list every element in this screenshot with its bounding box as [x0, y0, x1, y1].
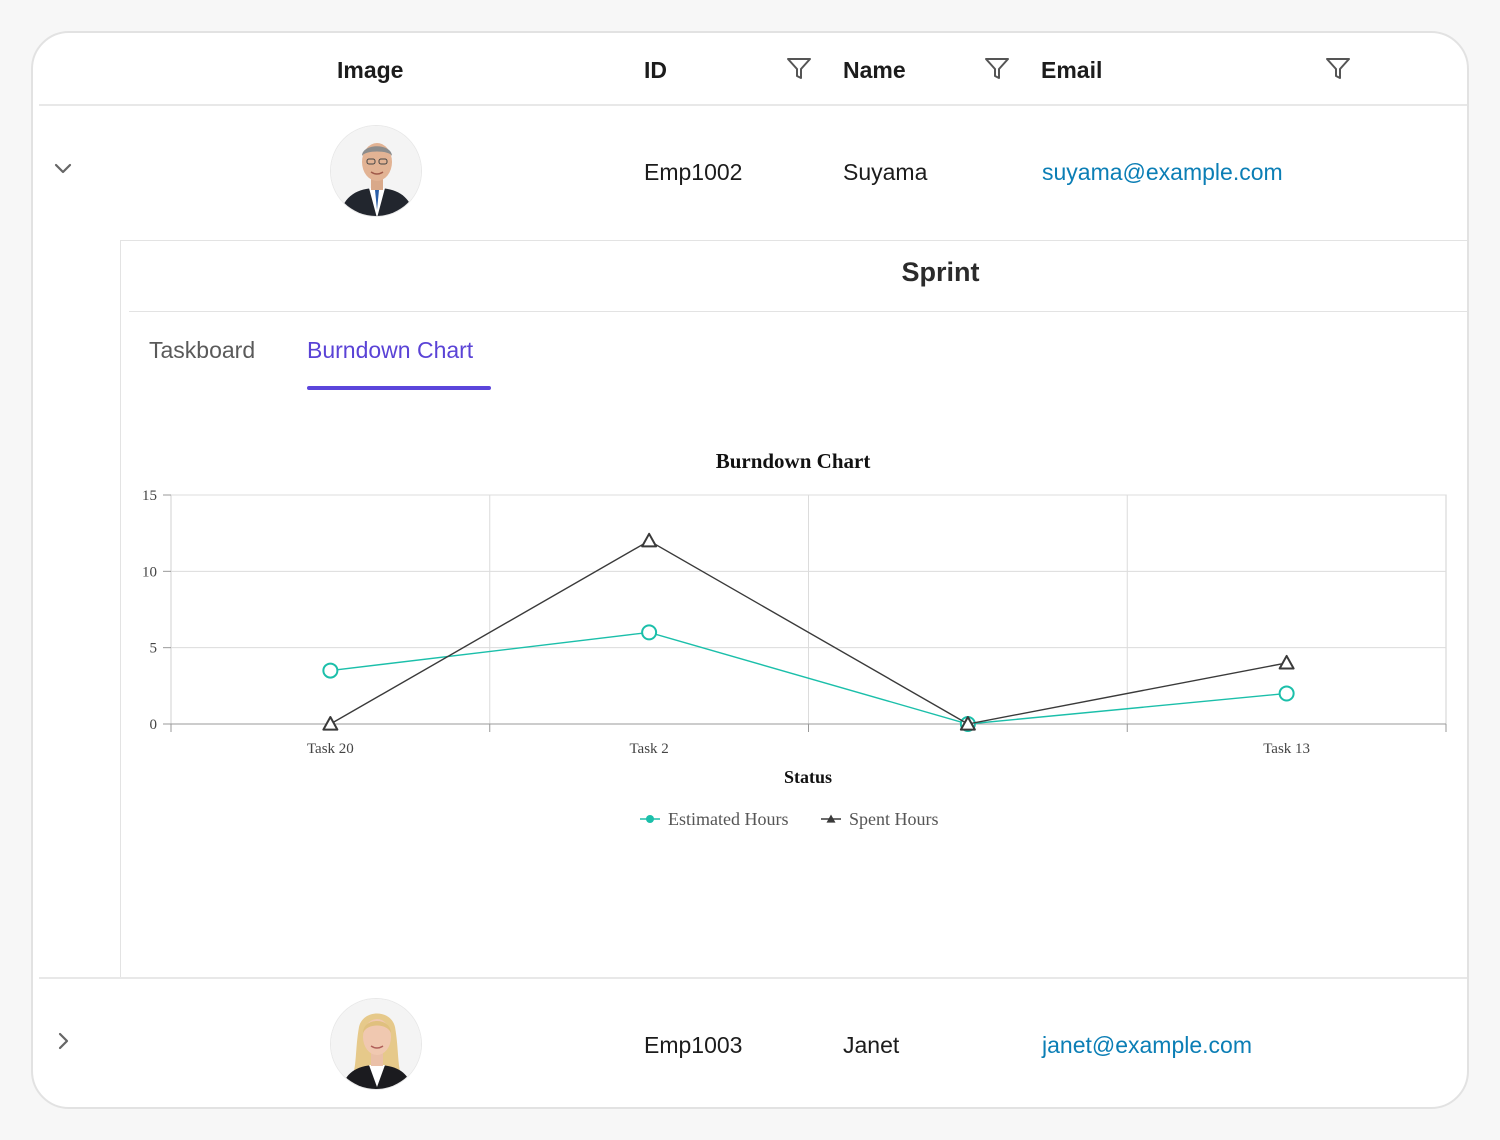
sprint-title: Sprint — [901, 257, 980, 287]
column-header-image[interactable]: Image — [337, 57, 404, 83]
series-line — [330, 631, 1287, 725]
active-tab-indicator — [307, 386, 491, 390]
tab-taskboard[interactable]: Taskboard — [149, 337, 256, 363]
x-tick-label: Task 20 — [307, 741, 354, 757]
burndown-chart: Burndown Chart Status 0 5 10 15 Task 20 Task … — [142, 449, 1447, 829]
data-point — [959, 716, 976, 731]
filter-icon[interactable] — [785, 55, 813, 83]
y-tick-label: 0 — [150, 717, 158, 733]
grid-header: Image ID Name Email — [33, 33, 1467, 106]
x-axis-title: Status — [784, 767, 832, 787]
data-point — [641, 624, 658, 641]
employee-name: Janet — [843, 1032, 900, 1058]
column-header-id[interactable]: ID — [644, 57, 667, 83]
employee-email-link[interactable]: suyama@example.com — [1042, 159, 1283, 185]
filter-icon[interactable] — [1324, 55, 1352, 83]
data-point — [1278, 654, 1295, 670]
employee-id: Emp1002 — [644, 159, 743, 185]
detail-panel: Sprint Taskboard Burndown Chart Burndown… — [120, 240, 1467, 977]
y-tick-label: 15 — [142, 488, 157, 504]
series-line — [330, 539, 1287, 725]
chevron-down-icon[interactable] — [51, 156, 75, 180]
filter-icon[interactable] — [983, 55, 1011, 83]
x-tick-label: Task 13 — [1263, 741, 1310, 757]
data-point — [1278, 685, 1295, 702]
sprint-divider — [129, 311, 1467, 312]
grid-frame: Image ID Name Email — [31, 31, 1469, 1109]
row-divider — [39, 977, 1467, 979]
data-point — [322, 716, 339, 731]
chart-title: Burndown Chart — [716, 449, 871, 473]
column-header-name[interactable]: Name — [843, 57, 906, 83]
y-tick-label: 10 — [142, 564, 157, 580]
employee-name: Suyama — [843, 159, 928, 185]
employee-id: Emp1003 — [644, 1032, 743, 1058]
legend-marker — [826, 814, 836, 823]
data-point — [322, 662, 339, 679]
legend-label: Estimated Hours — [668, 809, 788, 829]
header-divider — [39, 104, 1467, 106]
avatar — [330, 998, 422, 1090]
data-point — [641, 532, 658, 548]
legend-marker — [646, 815, 654, 823]
avatar — [330, 125, 422, 217]
column-header-email[interactable]: Email — [1041, 57, 1103, 83]
legend-label: Spent Hours — [849, 809, 939, 829]
x-tick-label: Task 2 — [629, 741, 668, 757]
chevron-right-icon[interactable] — [51, 1029, 75, 1053]
y-tick-label: 5 — [150, 641, 158, 657]
tab-burndown-chart[interactable]: Burndown Chart — [307, 337, 474, 363]
employee-email-link[interactable]: janet@example.com — [1042, 1032, 1252, 1058]
